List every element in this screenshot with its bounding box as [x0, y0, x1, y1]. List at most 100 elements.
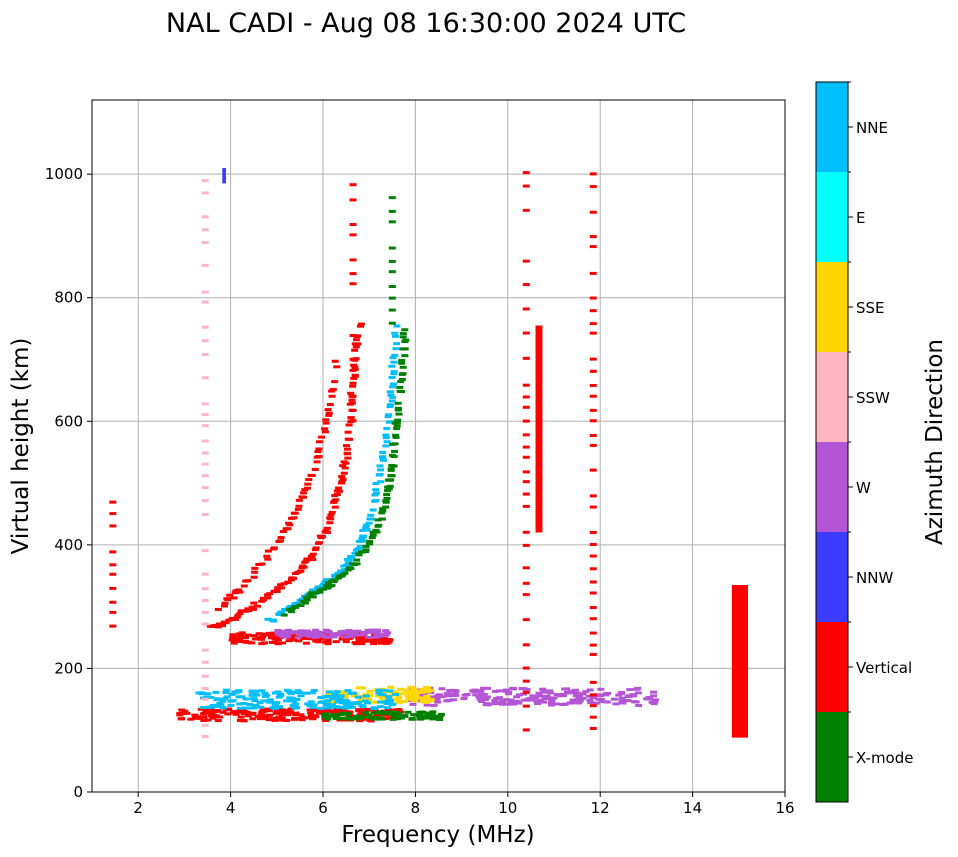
echo-nne [375, 688, 383, 692]
echo-w [334, 633, 342, 637]
echo-x-mode [394, 714, 402, 718]
echo-nne [260, 699, 268, 703]
echo-w [585, 694, 593, 698]
echo-vertical [109, 624, 117, 628]
echo-sse [423, 694, 431, 698]
echo-w [568, 689, 576, 693]
echo-vertical [273, 709, 281, 713]
echo-sse [357, 698, 365, 702]
echo-vertical [302, 641, 310, 645]
echo-w [322, 635, 330, 639]
echo-w [484, 686, 492, 690]
echo-w [460, 697, 468, 701]
echo-nne [236, 702, 244, 706]
echo-vertical [292, 711, 300, 715]
echo-vertical [315, 541, 323, 545]
echo-sse [401, 699, 409, 703]
echo-vertical [235, 635, 243, 639]
echo-w [476, 697, 484, 701]
echo-vertical [522, 492, 530, 496]
echo-vertical [273, 634, 281, 638]
echo-nne [391, 353, 399, 357]
echo-x-mode [399, 347, 407, 351]
echo-vertical [314, 640, 322, 644]
echo-w [482, 703, 490, 707]
colorbar-swatch-sse [816, 262, 848, 352]
echo-w [433, 697, 441, 701]
echo-ssw [201, 228, 209, 232]
echo-vertical [369, 639, 377, 643]
echo-nne [355, 700, 363, 704]
echo-w [409, 702, 417, 706]
echo-vertical [244, 714, 252, 718]
echo-vertical [234, 613, 242, 617]
echo-w [373, 629, 381, 633]
echo-x-mode [416, 710, 424, 714]
echo-x-mode [383, 496, 391, 500]
echo-ssw [201, 179, 209, 183]
echo-x-mode [316, 590, 324, 594]
echo-vertical [339, 708, 347, 712]
echo-vertical [209, 716, 217, 720]
echo-nne [377, 468, 385, 472]
echo-nne [354, 695, 362, 699]
echo-w [534, 699, 542, 703]
echo-vertical [299, 636, 307, 640]
echo-w [598, 700, 606, 704]
echo-w [284, 635, 292, 639]
echo-nne [310, 705, 318, 709]
echo-ssw [201, 191, 209, 195]
echo-vertical [395, 708, 403, 712]
echo-nne [235, 689, 243, 693]
echo-x-mode [348, 717, 356, 721]
echo-x-mode [387, 474, 395, 478]
echo-x-mode [416, 717, 424, 721]
echo-x-mode [394, 712, 402, 716]
echo-vertical [311, 548, 319, 552]
echo-w [547, 697, 555, 701]
echo-vertical [297, 713, 305, 717]
echo-w [480, 686, 488, 690]
echo-vertical [349, 223, 357, 227]
echo-x-mode [391, 449, 399, 453]
echo-nne [289, 698, 297, 702]
echo-nne [236, 706, 244, 710]
echo-vertical [295, 504, 303, 508]
echo-sse [325, 692, 333, 696]
echo-w [491, 689, 499, 693]
echo-x-mode [329, 713, 337, 717]
echo-vertical [299, 564, 307, 568]
echo-w [351, 631, 359, 635]
echo-sse [423, 686, 431, 690]
echo-nne [365, 521, 373, 525]
echo-vertical [259, 596, 267, 600]
echo-x-mode [394, 418, 402, 422]
echo-vertical [237, 633, 245, 637]
echo-vertical [211, 709, 219, 713]
echo-x-mode [331, 715, 339, 719]
echo-nne [317, 706, 325, 710]
x-tick-label: 14 [683, 799, 702, 817]
echo-w [275, 633, 283, 637]
echo-vertical [251, 637, 259, 641]
echo-sse [370, 700, 378, 704]
echo-vertical [109, 500, 117, 504]
echo-vertical [298, 715, 306, 719]
echo-ssw [201, 610, 209, 614]
echo-nne [287, 604, 295, 608]
echo-vertical [366, 718, 374, 722]
echo-vertical [331, 359, 339, 363]
plot-frame [91, 99, 786, 793]
echo-vertical [287, 578, 295, 582]
colorbar-swatch-ssw [816, 352, 848, 442]
echo-vertical [522, 593, 530, 597]
echo-w [612, 702, 620, 706]
echo-x-mode [408, 716, 416, 720]
echo-vertical [200, 715, 208, 719]
echo-w [541, 696, 549, 700]
echo-w [572, 688, 580, 692]
echo-vertical [296, 569, 304, 573]
echo-vertical [284, 527, 292, 531]
echo-vertical [349, 258, 357, 262]
echo-nne [372, 499, 380, 503]
